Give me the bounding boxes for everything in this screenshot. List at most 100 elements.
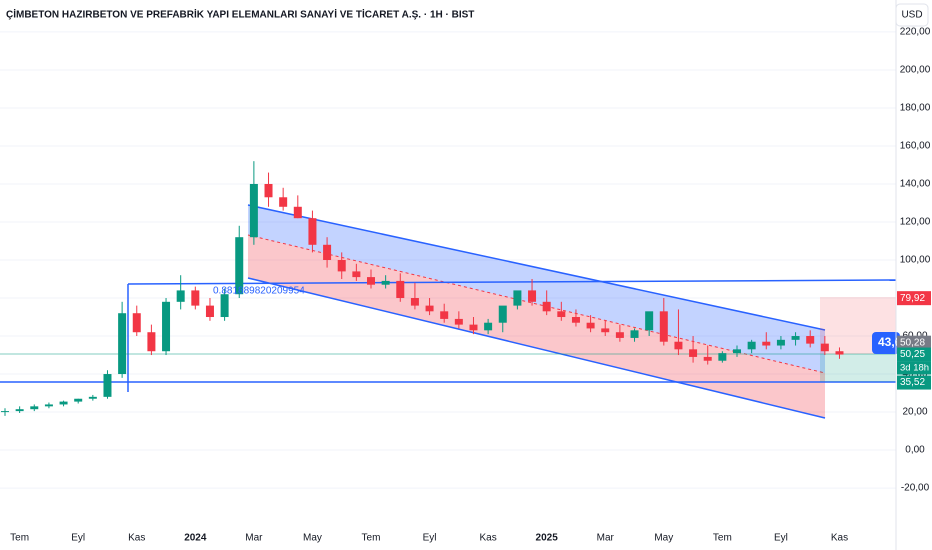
candle-body [835, 351, 844, 355]
candle-body [337, 260, 346, 272]
candle-body [791, 336, 800, 340]
candle-body [44, 404, 53, 407]
candle-body [220, 294, 229, 318]
candle-body [689, 349, 698, 357]
candle-body [601, 328, 610, 333]
candles [1, 161, 844, 416]
candle-body [323, 244, 332, 260]
x-tick-label: Tem [362, 533, 381, 544]
candle-body [820, 343, 829, 352]
candle-body [498, 305, 507, 323]
candle-body [586, 322, 595, 329]
x-tick-label: May [303, 533, 322, 544]
candle-body [352, 271, 361, 278]
y-tick-label: 0,00 [905, 445, 925, 456]
grid [0, 31, 896, 489]
badge-box [872, 332, 900, 354]
y-tick-label: -20,00 [901, 483, 930, 494]
candle-body [630, 330, 639, 338]
candle-body [103, 374, 112, 397]
candle-body [264, 183, 273, 198]
axis: -20,000,0020,0040,0060,0080,00100,00120,… [10, 0, 931, 550]
candle-body [15, 409, 24, 412]
x-tick-label: Kas [480, 533, 497, 544]
candle-body [118, 313, 127, 375]
candle-body [132, 313, 141, 333]
candle-body [367, 277, 375, 285]
candle-body [30, 406, 39, 410]
y-tick-label: 120,00 [900, 217, 931, 228]
price-label-box [897, 291, 931, 306]
x-tick-label: Kas [831, 533, 848, 544]
candle-body [308, 218, 317, 245]
y-tick-label: 100,00 [900, 255, 931, 266]
channel-upper [248, 205, 825, 373]
candle-body [674, 341, 683, 350]
candle-body [88, 396, 97, 399]
candle-body [776, 339, 785, 346]
x-tick-label: May [654, 533, 673, 544]
candle-body [410, 298, 419, 306]
candle-body [381, 280, 390, 285]
channel-line [247, 277, 826, 419]
channel-line [247, 204, 826, 331]
candle-body [454, 318, 463, 325]
y-tick-label: 140,00 [900, 179, 931, 190]
candle-body [396, 280, 405, 299]
x-tick-label: Tem [10, 533, 29, 544]
price-label: 79,92 [900, 293, 925, 304]
price-label: 50,28 [900, 337, 925, 348]
candle-body [293, 206, 302, 219]
target-zone [820, 354, 896, 382]
x-tick-label: Mar [597, 533, 615, 544]
candle-body [542, 301, 551, 312]
candle-body [747, 341, 756, 350]
price-label: 50,25 [900, 349, 925, 360]
x-tick-label: 2024 [184, 533, 207, 544]
y-tick-label: 180,00 [900, 103, 931, 114]
candle-body [74, 398, 83, 402]
candle-body [806, 336, 815, 344]
x-tick-label: Tem [713, 533, 732, 544]
candle-body [645, 311, 654, 331]
candle-body [733, 349, 741, 354]
candle-body [615, 332, 624, 338]
candle-body [279, 197, 288, 207]
countdown: 3d 18h [900, 363, 929, 374]
candle-body [59, 401, 68, 405]
candle-body [484, 322, 493, 331]
x-tick-label: Eyl [423, 533, 437, 544]
price-label-box [897, 335, 931, 350]
candle-body [571, 317, 580, 323]
candle-body [176, 290, 185, 302]
candle-body [1, 411, 9, 413]
candle-body [249, 183, 258, 238]
annotation: 0.881889820209954 [213, 286, 305, 297]
candle-body [762, 341, 771, 346]
price-label: 35,52 [900, 377, 925, 388]
candle-body [718, 353, 727, 361]
y-tick-label: 20,00 [902, 407, 927, 418]
candle-body [235, 237, 244, 295]
candle-body [557, 311, 566, 318]
h-line [127, 279, 897, 285]
x-tick-label: Eyl [71, 533, 85, 544]
price-label-box [897, 347, 931, 362]
currency[interactable]: USD [901, 10, 922, 21]
candle-body [513, 290, 522, 306]
y-tick-label: 200,00 [900, 65, 931, 76]
candle-body [205, 305, 214, 318]
candle-body [469, 324, 478, 331]
y-tick-label: 160,00 [900, 141, 931, 152]
channel-lower [248, 235, 825, 418]
x-tick-label: Mar [245, 533, 263, 544]
candle-body [528, 290, 537, 302]
price-label-box [897, 375, 931, 390]
candle-body [425, 305, 434, 312]
x-tick-label: Eyl [774, 533, 788, 544]
x-tick-label: 2025 [536, 533, 559, 544]
candle-body [162, 301, 171, 352]
candle-body [147, 332, 156, 352]
